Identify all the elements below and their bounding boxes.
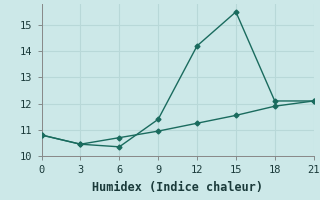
X-axis label: Humidex (Indice chaleur): Humidex (Indice chaleur)	[92, 181, 263, 194]
